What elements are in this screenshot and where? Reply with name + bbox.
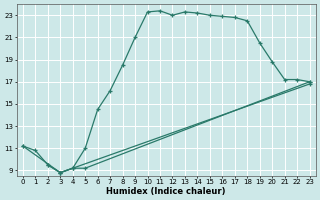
X-axis label: Humidex (Indice chaleur): Humidex (Indice chaleur) (107, 187, 226, 196)
